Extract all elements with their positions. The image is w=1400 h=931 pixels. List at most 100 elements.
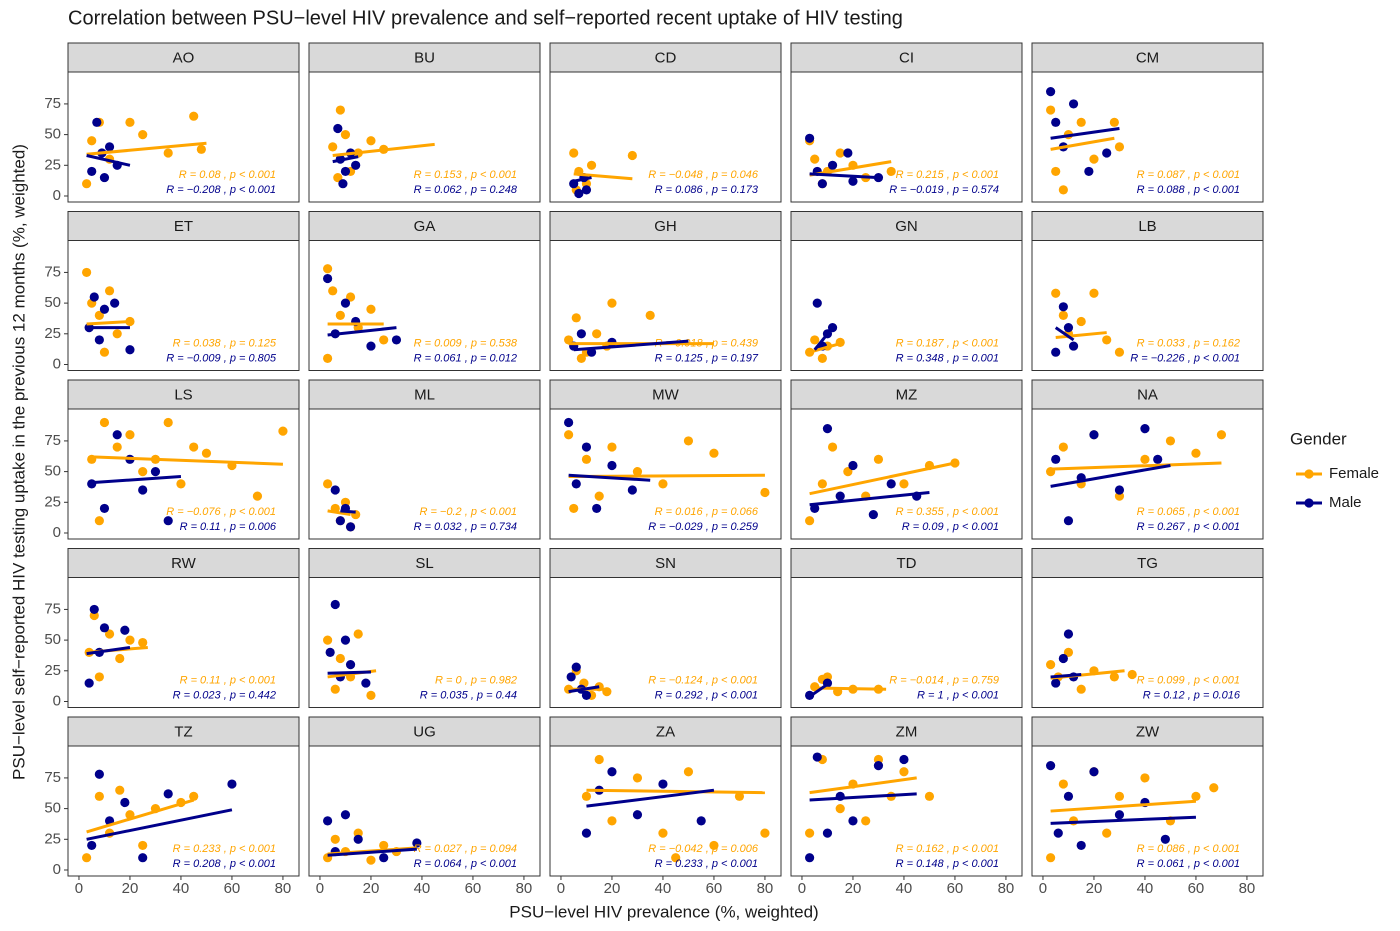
point bbox=[94, 791, 104, 801]
strip-label: ET bbox=[174, 218, 193, 235]
y-tick-label: 50 bbox=[44, 294, 61, 311]
point bbox=[571, 313, 581, 323]
strip-label: CD bbox=[655, 49, 677, 66]
strip bbox=[308, 211, 541, 241]
correlation-label: R = −0.226 , p < 0.001 bbox=[1130, 352, 1240, 364]
fit-line bbox=[1050, 126, 1120, 140]
point bbox=[163, 516, 173, 526]
x-tick-label: 0 bbox=[557, 880, 565, 897]
correlation-label: R = 0.11 , p < 0.001 bbox=[180, 674, 276, 686]
point bbox=[569, 148, 579, 158]
point bbox=[873, 761, 884, 771]
panel bbox=[67, 71, 300, 203]
correlation-label: R = −0.014 , p = 0.759 bbox=[889, 674, 999, 686]
point bbox=[335, 516, 345, 526]
fit-line bbox=[809, 342, 841, 354]
x-tick-label: 0 bbox=[1039, 880, 1047, 897]
y-tick-label: 75 bbox=[44, 432, 61, 449]
legend-marker bbox=[1304, 498, 1314, 508]
y-tick-label: 50 bbox=[44, 631, 61, 648]
point bbox=[278, 426, 288, 436]
point bbox=[1102, 828, 1112, 838]
point bbox=[574, 188, 584, 199]
correlation-label: R = 0.088 , p < 0.001 bbox=[1137, 184, 1240, 196]
strip-label: AO bbox=[173, 49, 195, 66]
point bbox=[581, 185, 592, 195]
correlation-label: R = −0.048 , p = 0.046 bbox=[648, 169, 759, 181]
strip bbox=[549, 716, 782, 747]
point bbox=[1216, 430, 1227, 440]
strip-label: TD bbox=[897, 555, 917, 572]
strip bbox=[308, 548, 541, 578]
correlation-label: R = 0.087 , p < 0.001 bbox=[1137, 169, 1240, 181]
point bbox=[189, 791, 199, 801]
fit-line bbox=[809, 792, 917, 802]
x-axis-title: PSU−level HIV prevalence (%, weighted) bbox=[509, 902, 818, 921]
point bbox=[581, 690, 592, 700]
point bbox=[323, 816, 333, 826]
point bbox=[89, 292, 99, 302]
point bbox=[817, 479, 827, 489]
point bbox=[1140, 773, 1150, 783]
point bbox=[1051, 347, 1061, 357]
fit-line bbox=[91, 475, 182, 485]
point bbox=[340, 130, 351, 140]
correlation-label: R = 0.208 , p < 0.001 bbox=[173, 858, 276, 870]
point bbox=[607, 442, 617, 452]
point bbox=[125, 430, 135, 440]
fit-line bbox=[327, 326, 397, 337]
point bbox=[1089, 767, 1099, 777]
x-tick-label: 60 bbox=[1188, 880, 1205, 897]
point bbox=[125, 635, 135, 645]
strip-label: MW bbox=[652, 386, 679, 403]
point bbox=[868, 509, 878, 520]
point bbox=[335, 310, 345, 320]
fit-line bbox=[809, 160, 892, 177]
y-tick-label: 50 bbox=[44, 463, 61, 480]
point bbox=[112, 430, 122, 440]
point bbox=[138, 130, 148, 140]
y-tick-label: 0 bbox=[53, 861, 61, 878]
point bbox=[87, 840, 97, 851]
point bbox=[110, 298, 120, 308]
point bbox=[1127, 669, 1137, 680]
fit-line bbox=[813, 326, 834, 351]
strip-label: SL bbox=[415, 555, 433, 572]
point bbox=[658, 779, 668, 789]
fit-line bbox=[86, 808, 233, 841]
correlation-label: R = 0.08 , p < 0.001 bbox=[179, 169, 276, 181]
strip bbox=[1031, 379, 1264, 410]
panel bbox=[1031, 577, 1264, 708]
point bbox=[1058, 779, 1068, 789]
point bbox=[848, 176, 858, 186]
strip bbox=[549, 211, 782, 241]
point bbox=[886, 479, 896, 489]
point bbox=[810, 503, 820, 514]
x-tick-label: 80 bbox=[1239, 880, 1256, 897]
point bbox=[822, 828, 833, 838]
point bbox=[827, 160, 838, 170]
point bbox=[586, 160, 597, 170]
fit-line bbox=[808, 683, 829, 698]
strip bbox=[67, 42, 300, 73]
point bbox=[115, 653, 125, 664]
point bbox=[645, 310, 655, 320]
point bbox=[323, 479, 333, 489]
fit-line bbox=[86, 141, 207, 156]
correlation-label: R = 0.033 , p = 0.162 bbox=[1137, 337, 1240, 349]
point bbox=[323, 273, 333, 284]
correlation-label: R = 0.027 , p = 0.094 bbox=[414, 843, 517, 855]
point bbox=[330, 834, 340, 844]
point bbox=[163, 789, 173, 799]
correlation-label: R = −0.009 , p = 0.805 bbox=[166, 352, 277, 364]
point bbox=[709, 840, 719, 851]
strip-label: ZA bbox=[656, 723, 675, 740]
correlation-label: R = 0.062 , p = 0.248 bbox=[414, 184, 518, 196]
point bbox=[812, 752, 822, 762]
point bbox=[1076, 684, 1086, 694]
point bbox=[163, 417, 173, 428]
strip bbox=[67, 716, 300, 747]
fit-line bbox=[809, 172, 879, 180]
point bbox=[333, 123, 343, 134]
point bbox=[1084, 166, 1094, 177]
